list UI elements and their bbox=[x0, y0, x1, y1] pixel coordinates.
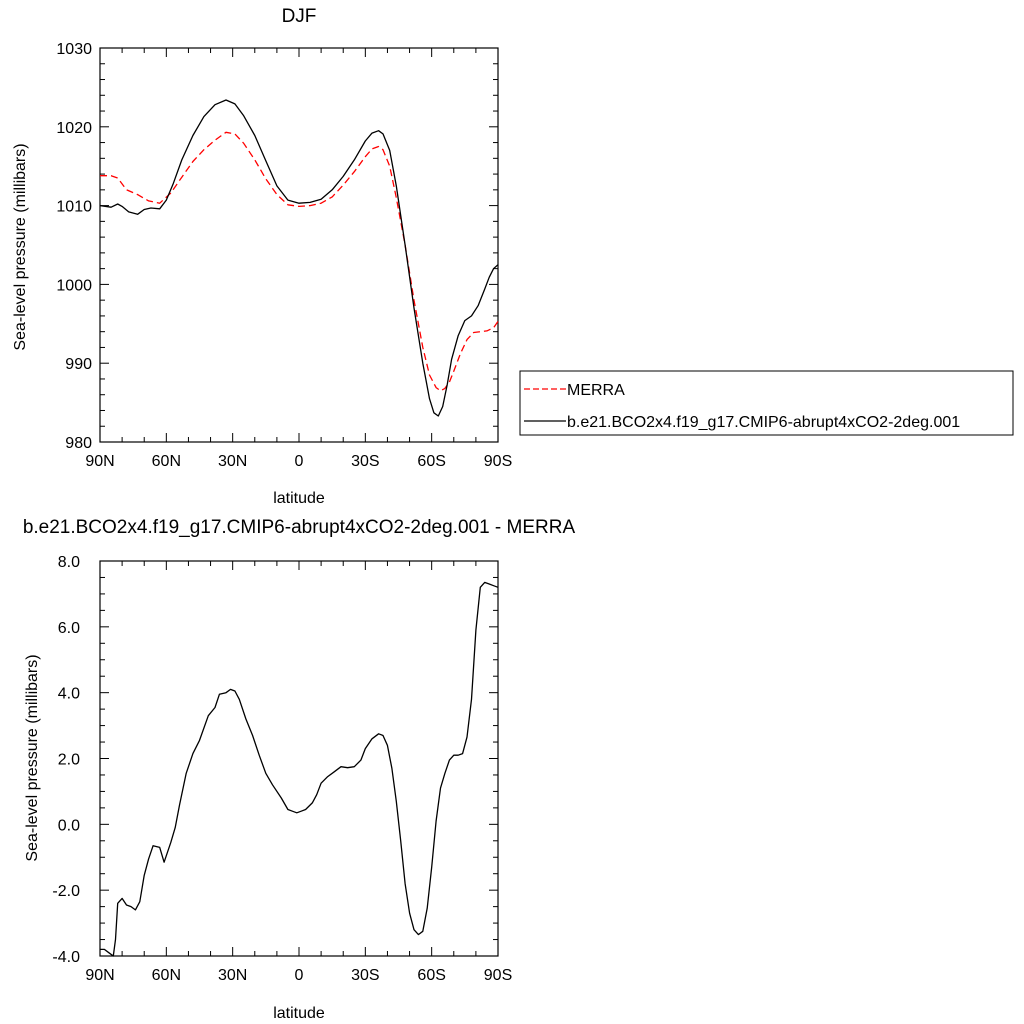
x-tick-label: 60N bbox=[152, 967, 181, 984]
x-tick-label: 60S bbox=[417, 453, 445, 470]
top-chart-title: DJF bbox=[282, 6, 317, 27]
x-tick-label: 90N bbox=[85, 967, 114, 984]
legend-label-model: b.e21.BCO2x4.f19_g17.CMIP6-abrupt4xCO2-2… bbox=[567, 414, 960, 431]
bottom-chart-x-axis-label: latitude bbox=[273, 1005, 325, 1022]
y-tick-label: 1020 bbox=[56, 120, 92, 137]
y-tick-label: 0.0 bbox=[58, 817, 80, 834]
x-tick-label: 30N bbox=[218, 967, 247, 984]
x-tick-label: 30S bbox=[351, 967, 379, 984]
bottom-chart-title: b.e21.BCO2x4.f19_g17.CMIP6-abrupt4xCO2-2… bbox=[23, 517, 576, 538]
top-chart-legend: MERRA b.e21.BCO2x4.f19_g17.CMIP6-abrupt4… bbox=[519, 370, 1014, 436]
top-chart-series-lines bbox=[99, 99, 499, 417]
y-tick-label: 1030 bbox=[56, 41, 92, 58]
y-tick-label: 990 bbox=[65, 356, 92, 373]
y-tick-label: -2.0 bbox=[52, 883, 80, 900]
top-chart-x-axis-label: latitude bbox=[273, 490, 325, 507]
x-tick-label: 90S bbox=[484, 967, 512, 984]
y-tick-label: 4.0 bbox=[58, 686, 80, 703]
x-tick-label: 30S bbox=[351, 453, 379, 470]
y-tick-label: 1010 bbox=[56, 199, 92, 216]
y-tick-label: -4.0 bbox=[52, 949, 80, 966]
top-chart-y-axis-label: Sea-level pressure (millibars) bbox=[12, 143, 29, 350]
series-line-difference bbox=[100, 581, 499, 957]
legend-box bbox=[519, 370, 1014, 436]
y-tick-label: 1000 bbox=[56, 277, 92, 294]
x-tick-label: 0 bbox=[295, 453, 304, 470]
bottom-chart-y-axis-label: Sea-level pressure (millibars) bbox=[24, 654, 41, 861]
bottom-chart-panel: b.e21.BCO2x4.f19_g17.CMIP6-abrupt4xCO2-2… bbox=[23, 517, 576, 1022]
legend-label-merra: MERRA bbox=[567, 382, 625, 399]
y-tick-label: 2.0 bbox=[58, 752, 80, 769]
bottom-chart-x-ticks: 90N 60N 30N 0 30S 60S 90S bbox=[85, 561, 512, 984]
y-tick-label: 6.0 bbox=[58, 620, 80, 637]
x-tick-label: 30N bbox=[218, 453, 247, 470]
top-chart-y-ticks: 980 990 1000 1010 1020 1030 bbox=[56, 41, 498, 452]
top-chart-plot-frame bbox=[99, 47, 499, 443]
bottom-chart-plot-frame bbox=[99, 560, 499, 957]
bottom-chart-y-ticks: -4.0 -2.0 0.0 2.0 4.0 6.0 8.0 bbox=[52, 554, 498, 966]
y-tick-label: 980 bbox=[65, 435, 92, 452]
x-tick-label: 0 bbox=[295, 967, 304, 984]
y-tick-label: 8.0 bbox=[58, 554, 80, 571]
series-line-model bbox=[99, 99, 499, 417]
x-tick-label: 60S bbox=[417, 967, 445, 984]
top-chart-x-ticks: 90N 60N 30N 0 30S 60S 90S bbox=[85, 48, 512, 470]
top-chart-panel: DJF latitude Sea-level pressure (milliba… bbox=[12, 6, 1014, 507]
x-tick-label: 90N bbox=[85, 453, 114, 470]
bottom-chart-series-lines bbox=[100, 581, 499, 957]
series-line-merra bbox=[100, 131, 499, 392]
x-tick-label: 90S bbox=[484, 453, 512, 470]
x-tick-label: 60N bbox=[152, 453, 181, 470]
